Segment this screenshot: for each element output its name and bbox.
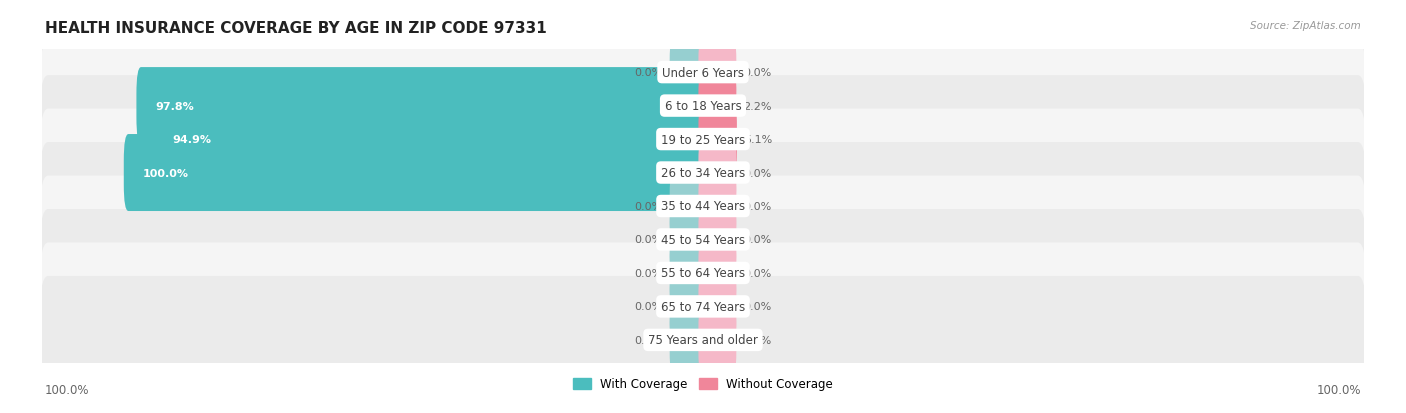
FancyBboxPatch shape	[136, 68, 707, 145]
Text: 0.0%: 0.0%	[744, 335, 772, 345]
Text: 0.0%: 0.0%	[744, 202, 772, 211]
FancyBboxPatch shape	[699, 235, 737, 312]
FancyBboxPatch shape	[699, 68, 737, 145]
Text: 0.0%: 0.0%	[744, 301, 772, 312]
FancyBboxPatch shape	[39, 276, 1367, 404]
FancyBboxPatch shape	[699, 268, 737, 345]
Text: HEALTH INSURANCE COVERAGE BY AGE IN ZIP CODE 97331: HEALTH INSURANCE COVERAGE BY AGE IN ZIP …	[45, 21, 547, 36]
Legend: With Coverage, Without Coverage: With Coverage, Without Coverage	[568, 373, 838, 395]
Text: 2.2%: 2.2%	[744, 101, 772, 112]
FancyBboxPatch shape	[699, 101, 737, 178]
FancyBboxPatch shape	[669, 268, 707, 345]
Text: 97.8%: 97.8%	[156, 101, 194, 112]
FancyBboxPatch shape	[669, 202, 707, 278]
FancyBboxPatch shape	[669, 35, 707, 112]
Text: 94.9%: 94.9%	[172, 135, 211, 145]
FancyBboxPatch shape	[124, 135, 707, 211]
Text: 0.0%: 0.0%	[744, 268, 772, 278]
FancyBboxPatch shape	[669, 301, 707, 378]
Text: Source: ZipAtlas.com: Source: ZipAtlas.com	[1250, 21, 1361, 31]
FancyBboxPatch shape	[39, 143, 1367, 270]
Text: 26 to 34 Years: 26 to 34 Years	[661, 166, 745, 180]
Text: 75 Years and older: 75 Years and older	[648, 334, 758, 347]
Text: 100.0%: 100.0%	[143, 168, 188, 178]
FancyBboxPatch shape	[699, 135, 737, 211]
FancyBboxPatch shape	[39, 43, 1367, 170]
Text: 0.0%: 0.0%	[634, 268, 662, 278]
FancyBboxPatch shape	[699, 301, 737, 378]
FancyBboxPatch shape	[153, 101, 707, 178]
Text: 0.0%: 0.0%	[634, 68, 662, 78]
Text: 19 to 25 Years: 19 to 25 Years	[661, 133, 745, 146]
FancyBboxPatch shape	[39, 243, 1367, 370]
Text: 0.0%: 0.0%	[634, 235, 662, 245]
FancyBboxPatch shape	[39, 109, 1367, 237]
Text: 0.0%: 0.0%	[744, 168, 772, 178]
FancyBboxPatch shape	[699, 202, 737, 278]
Text: 100.0%: 100.0%	[1316, 384, 1361, 396]
Text: 0.0%: 0.0%	[744, 235, 772, 245]
Text: 0.0%: 0.0%	[634, 335, 662, 345]
Text: 5.1%: 5.1%	[744, 135, 772, 145]
Text: 0.0%: 0.0%	[634, 202, 662, 211]
Text: 55 to 64 Years: 55 to 64 Years	[661, 267, 745, 280]
Text: 65 to 74 Years: 65 to 74 Years	[661, 300, 745, 313]
FancyBboxPatch shape	[39, 9, 1367, 137]
Text: 35 to 44 Years: 35 to 44 Years	[661, 200, 745, 213]
FancyBboxPatch shape	[39, 76, 1367, 204]
Text: Under 6 Years: Under 6 Years	[662, 66, 744, 79]
FancyBboxPatch shape	[39, 176, 1367, 304]
FancyBboxPatch shape	[699, 168, 737, 245]
FancyBboxPatch shape	[669, 235, 707, 312]
FancyBboxPatch shape	[669, 168, 707, 245]
Text: 6 to 18 Years: 6 to 18 Years	[665, 100, 741, 113]
FancyBboxPatch shape	[39, 209, 1367, 337]
Text: 100.0%: 100.0%	[45, 384, 90, 396]
Text: 0.0%: 0.0%	[634, 301, 662, 312]
FancyBboxPatch shape	[699, 35, 737, 112]
Text: 45 to 54 Years: 45 to 54 Years	[661, 233, 745, 247]
Text: 0.0%: 0.0%	[744, 68, 772, 78]
